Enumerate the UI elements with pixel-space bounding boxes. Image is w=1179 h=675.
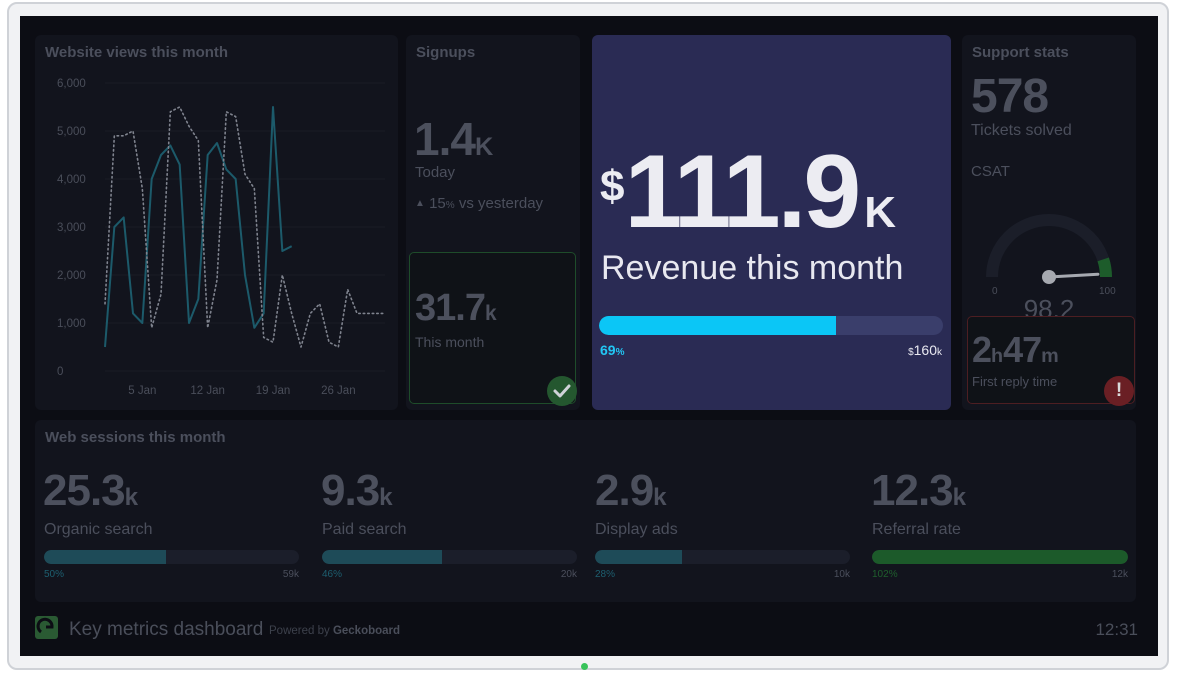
session-progress-track [872, 550, 1128, 564]
dashboard-clock: 12:31 [1095, 620, 1138, 639]
csat-gauge-target-zone [1097, 257, 1112, 278]
chart-series-line-previous [104, 106, 386, 348]
up-arrow-icon: ▲ [415, 198, 425, 209]
session-pct: 102% [872, 569, 898, 580]
views-widget: Website views this month 6,000 5,000 4,000… [35, 35, 398, 410]
sessions-widget: Web sessions this month 25.3k Organic se… [35, 420, 1136, 602]
support-widget-title: Support stats [972, 44, 1069, 61]
session-pct: 50% [44, 569, 65, 580]
revenue-label: Revenue this month [601, 249, 904, 287]
session-progress-track [595, 550, 850, 564]
revenue-value: $111.9 K [600, 134, 897, 250]
session-value: 25.3k [43, 466, 139, 515]
session-progress-fill [595, 550, 682, 564]
csat-gauge-pivot [1042, 270, 1056, 284]
signups-month-box [409, 252, 576, 404]
session-progress-track [322, 550, 577, 564]
chart-y-tick-label: 3,000 [57, 222, 86, 234]
session-value: 12.3k [871, 466, 967, 515]
session-label: Organic search [44, 521, 153, 538]
csat-gauge-needle [1047, 272, 1100, 279]
signups-change-pct: 15% [429, 195, 455, 212]
reply-time-value: 2h47m [972, 329, 1059, 370]
csat-gauge-min: 0 [992, 286, 998, 297]
session-goal: 10k [833, 569, 850, 580]
session-progress-fill [322, 550, 442, 564]
session-progress-fill [872, 550, 1128, 564]
dashboard-title: Key metrics dashboard [69, 619, 264, 640]
session-label: Display ads [595, 521, 678, 538]
revenue-goal: $160k [908, 342, 942, 358]
geckoboard-logo-icon [35, 616, 58, 639]
chart-y-tick-label: 5,000 [57, 126, 86, 138]
chart-y-tick-label: 2,000 [57, 270, 86, 282]
signups-change: ▲ 15% vs yesterday [415, 195, 543, 212]
signups-month-value: 31.7k [415, 287, 497, 329]
revenue-widget: $111.9 K Revenue this month 69% $160k [592, 35, 951, 410]
chart-x-tick-label: 5 Jan [128, 385, 156, 397]
session-goal: 59k [282, 569, 299, 580]
alert-icon: ! [1104, 376, 1134, 406]
chart-y-tick-label: 1,000 [57, 318, 86, 330]
chart-x-tick-label: 19 Jan [256, 385, 291, 397]
chart-y-tick-label: 6,000 [57, 78, 86, 90]
chart-y-tick-label: 0 [57, 366, 63, 378]
csat-gauge-max: 100 [1099, 286, 1116, 297]
session-goal: 12k [1111, 569, 1128, 580]
views-widget-title: Website views this month [45, 44, 229, 61]
session-label: Paid search [322, 521, 407, 538]
csat-gauge: 0 100 [986, 214, 1116, 297]
session-progress-track [44, 550, 299, 564]
reply-time-label: First reply time [972, 374, 1058, 389]
views-line-chart: 6,000 5,000 4,000 3,000 2,000 1,000 0 5 Jan 12 J… [57, 78, 386, 397]
chart-x-tick-label: 26 Jan [321, 385, 356, 397]
revenue-progress-track [599, 316, 943, 335]
chart-series-line-current [104, 106, 293, 348]
chart-x-tick-label: 12 Jan [190, 385, 225, 397]
session-label: Referral rate [872, 521, 961, 538]
dashboard-screen: Website views this month 6,000 5,000 4,000… [20, 16, 1158, 656]
signups-month-label: This month [415, 334, 485, 350]
session-value: 9.3k [321, 466, 393, 515]
signups-today-value: 1.4K [414, 113, 494, 165]
signups-today-label: Today [415, 164, 456, 181]
session-pct: 46% [322, 569, 343, 580]
power-led-icon [581, 663, 588, 670]
powered-by: Powered by Geckoboard [269, 625, 401, 637]
csat-gauge-track [986, 214, 1112, 278]
sessions-widget-title: Web sessions this month [45, 429, 226, 446]
signups-change-label: vs yesterday [458, 195, 544, 212]
tickets-solved-value: 578 [971, 70, 1049, 123]
revenue-progress-pct: 69% [600, 342, 625, 358]
chart-y-tick-label: 4,000 [57, 174, 86, 186]
dashboard-footer: Key metrics dashboard Powered by Geckobo… [20, 610, 1158, 656]
session-value: 2.9k [595, 466, 667, 515]
session-pct: 28% [595, 569, 616, 580]
tickets-solved-label: Tickets solved [971, 122, 1072, 139]
revenue-progress-fill [599, 316, 837, 335]
check-icon [547, 376, 577, 406]
csat-label: CSAT [971, 163, 1010, 180]
session-goal: 20k [560, 569, 577, 580]
session-progress-fill [44, 550, 167, 564]
signups-widget-title: Signups [416, 44, 476, 61]
